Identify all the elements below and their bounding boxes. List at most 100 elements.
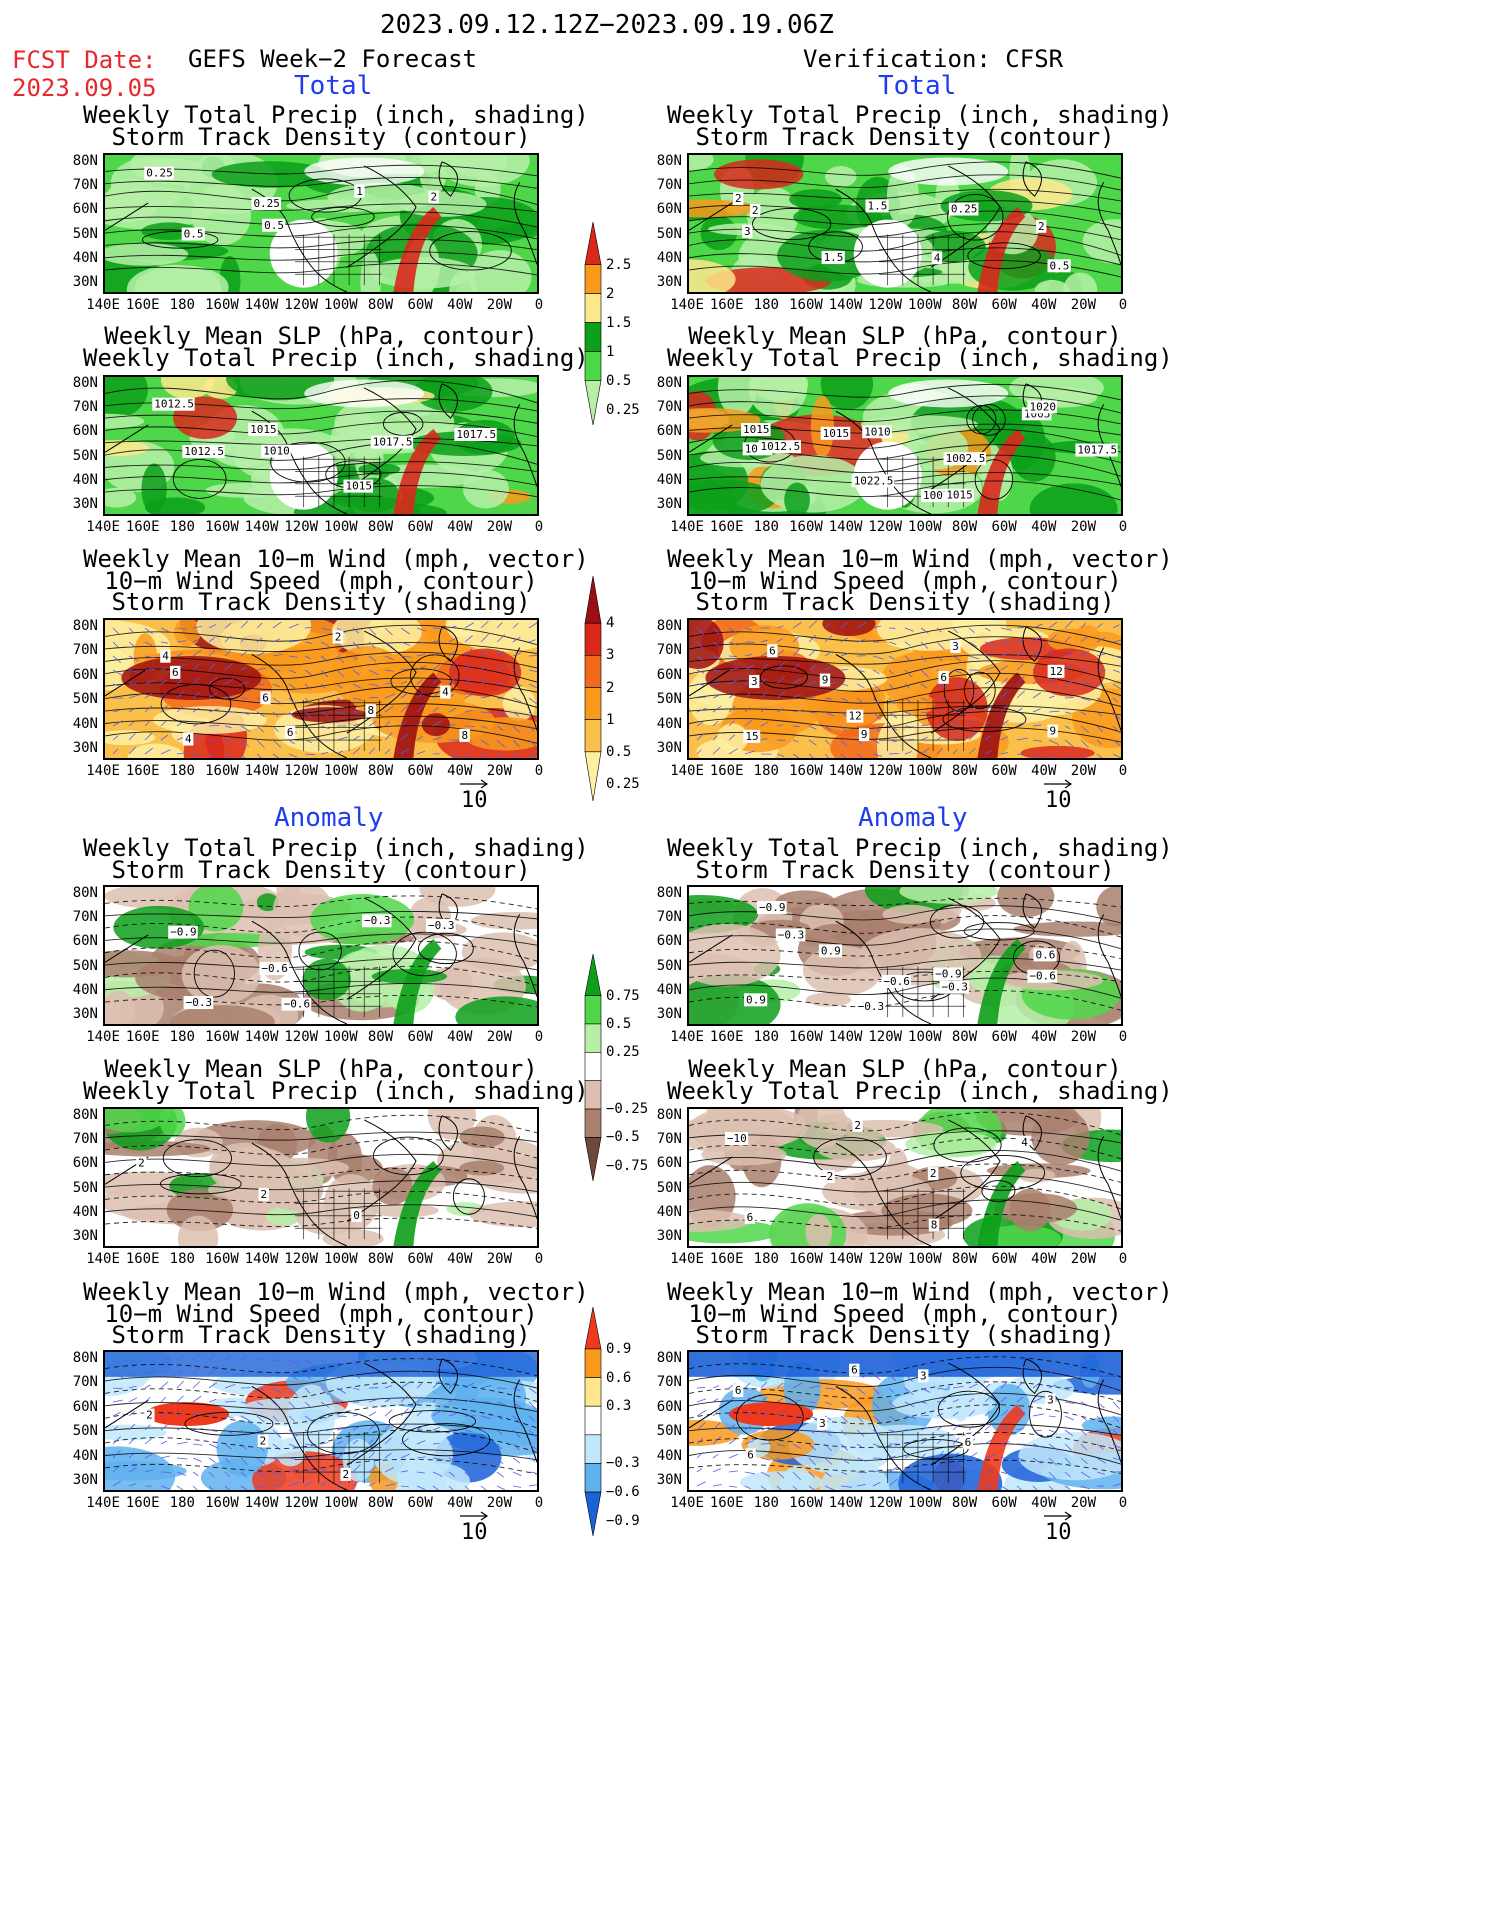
panel-title-line: Weekly Mean 10−m Wind (mph, vector): [83, 1278, 589, 1306]
colorbar-precip-total: [584, 221, 602, 426]
coastline-north-america: [835, 630, 1001, 758]
lat-tick-label: 30N: [72, 740, 98, 756]
map-panel-left-5: 2 2 0: [103, 1107, 539, 1248]
contour-label: −0.3: [186, 996, 213, 1009]
coastline-europe: [513, 914, 537, 997]
lon-tick-label: 20W: [1070, 519, 1097, 535]
lon-tick-label: 160E: [709, 297, 744, 313]
lat-tick-label: 60N: [656, 1155, 682, 1172]
lon-tick-label: 140E: [670, 763, 704, 779]
lat-tick-label: 30N: [656, 1472, 682, 1488]
lat-tick-label: 80N: [656, 618, 682, 634]
lat-tick-label: 80N: [72, 1350, 98, 1366]
lat-tick-label: 60N: [656, 933, 682, 950]
lat-tick-label: 80N: [72, 885, 98, 901]
lon-tick-label: 120W: [284, 297, 319, 313]
lon-tick-label: 160E: [125, 519, 160, 535]
panel-title-line: Weekly Total Precip (inch, shading): [667, 343, 1173, 372]
lon-tick-label: 160E: [709, 1251, 744, 1267]
lon-tick-label: 180: [753, 1495, 779, 1511]
lat-tick-label: 80N: [72, 375, 98, 391]
contour-label: 1017.5: [456, 428, 496, 441]
coastline-greenland: [438, 383, 458, 419]
coastline-asia: [105, 667, 149, 697]
lat-tick-label: 60N: [656, 423, 682, 440]
panel-title-line: Storm Track Density (shading): [695, 1321, 1115, 1349]
colorbar-label: 0.9: [606, 1340, 632, 1357]
lon-tick-label: 100W: [908, 763, 942, 779]
lon-tick-label: 40W: [1031, 1251, 1057, 1267]
lat-tick-label: 40N: [72, 715, 98, 732]
lon-tick-label: 180: [169, 1251, 195, 1267]
lon-tick-label: 60W: [991, 297, 1017, 313]
vector-reference-label: 10: [1045, 788, 1072, 813]
panel-title-line: Weekly Total Precip (inch, shading): [667, 1076, 1173, 1105]
lon-tick-label: 120W: [868, 1495, 903, 1511]
lon-tick-label: 80W: [367, 763, 394, 779]
map-panel-left-2: 1012.5 1010 1015 1017.5 1012.5 1015 1017.5: [103, 375, 539, 516]
contour-label: −0.3: [428, 919, 455, 932]
lon-tick-label: 180: [169, 297, 195, 313]
lon-tick-label: 60W: [991, 519, 1017, 535]
coastline-europe: [513, 1136, 537, 1219]
contour-label: 6: [172, 666, 179, 679]
lon-tick-label: 160W: [789, 519, 823, 535]
lon-tick-label: 20W: [1070, 1251, 1097, 1267]
lon-tick-label: 20W: [1070, 1495, 1097, 1511]
lat-tick-label: 80N: [656, 1107, 682, 1123]
panel-title-line: Weekly Mean SLP (hPa, contour): [688, 322, 1122, 350]
contour-label: 4: [1021, 1136, 1028, 1149]
lon-tick-label: 40W: [447, 297, 473, 313]
colorbar-label: 2: [606, 679, 615, 696]
colorbar-storm-anom: [584, 1306, 602, 1537]
contour-label: −0.3: [858, 1000, 885, 1013]
contour-label: 1012.5: [184, 445, 224, 458]
lon-tick-label: 140W: [244, 297, 279, 313]
lon-tick-label: 140W: [244, 519, 279, 535]
contour-label: −0.6: [883, 975, 910, 988]
lon-tick-label: 0: [534, 1495, 544, 1511]
colorbar-label: −0.25: [606, 1101, 649, 1118]
panel-title-line: 10−m Wind Speed (mph, contour): [688, 1299, 1122, 1328]
coastline-north-america: [835, 1119, 1001, 1246]
lat-tick-label: 80N: [656, 153, 682, 169]
lat-tick-label: 40N: [72, 471, 98, 488]
lat-tick-label: 50N: [72, 225, 98, 242]
contour-label: 6: [287, 726, 294, 739]
panel-title-line: Weekly Mean 10−m Wind (mph, vector): [667, 545, 1173, 573]
lon-tick-label: 100W: [324, 519, 358, 535]
lat-tick-label: 60N: [72, 201, 98, 218]
contour-label: 0.9: [821, 944, 841, 957]
lon-tick-label: 140W: [244, 1029, 279, 1045]
lon-tick-label: 20W: [486, 1251, 513, 1267]
lat-tick-label: 60N: [72, 666, 98, 683]
contour-label: 6: [965, 1436, 972, 1449]
contour-label: 9: [822, 674, 829, 687]
lon-tick-label: 0: [534, 1029, 544, 1045]
lat-tick-label: 70N: [656, 1131, 682, 1148]
contour-label: 4: [162, 650, 169, 663]
colorbar-label: −0.6: [606, 1484, 640, 1501]
lon-tick-label: 80W: [951, 519, 978, 535]
contour-label: 1015: [823, 427, 850, 440]
contour-label: 4: [185, 733, 192, 746]
contour-label: 1012.5: [761, 440, 801, 453]
lat-tick-label: 60N: [72, 1398, 98, 1415]
lon-tick-label: 160W: [205, 519, 239, 535]
lon-tick-label: 160E: [125, 763, 160, 779]
lat-tick-label: 60N: [656, 666, 682, 683]
contour-label: −0.6: [261, 962, 288, 975]
coastline-asia: [689, 1156, 733, 1185]
lon-tick-label: 140E: [670, 297, 704, 313]
contour-label: 2: [335, 630, 342, 643]
lat-tick-label: 60N: [72, 1155, 98, 1172]
colorbar-label: 3: [606, 647, 615, 664]
colorbar-label: 0.75: [606, 987, 640, 1004]
lat-tick-label: 80N: [72, 1107, 98, 1123]
contour-label: 1022.5: [854, 474, 894, 487]
contour-label: 12: [1050, 665, 1063, 678]
contour-label: 1010: [864, 425, 891, 438]
lat-tick-label: 60N: [656, 201, 682, 218]
contour-label: 3: [819, 1417, 826, 1430]
colorbar-label: 1.5: [606, 314, 632, 331]
